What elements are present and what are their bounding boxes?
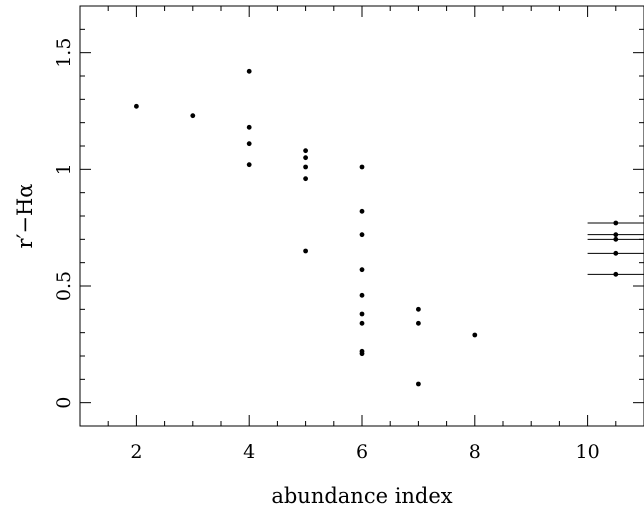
data-point (303, 148, 308, 154)
x-tick-label: 8 (469, 441, 481, 463)
data-point (472, 332, 478, 338)
data-point (613, 232, 619, 238)
data-point (303, 164, 308, 170)
x-tick-label: 10 (576, 441, 600, 463)
tick-labels: 2 4 6 8 10 0 0.5 1 1.5 (53, 38, 600, 463)
data-point (613, 220, 619, 226)
plot-frame (79, 5, 644, 427)
y-axis-label: r′−Hα (13, 184, 37, 249)
y-tick-label: 0.5 (53, 271, 75, 301)
data-point (359, 311, 365, 317)
data-point (359, 267, 365, 273)
error-bars (587, 222, 644, 275)
data-point (246, 124, 252, 130)
data-point (359, 292, 365, 298)
data-point (416, 381, 421, 387)
data-point (359, 208, 365, 214)
data-point (246, 68, 252, 74)
data-point (416, 306, 421, 312)
data-point (303, 248, 308, 254)
x-tick-label: 6 (356, 441, 368, 463)
x-axis-label: abundance index (271, 484, 452, 508)
x-tick-label: 4 (243, 441, 255, 463)
data-point (613, 250, 619, 256)
y-tick-label: 0 (53, 397, 75, 409)
data-point (613, 271, 619, 277)
data-point (246, 162, 252, 168)
data-point (134, 103, 139, 109)
data-point (613, 236, 619, 242)
data-point (246, 141, 252, 147)
data-points (134, 68, 619, 387)
data-point (190, 113, 196, 119)
y-tick-label: 1 (53, 163, 75, 175)
data-point (416, 320, 421, 326)
data-point (303, 176, 308, 182)
data-point (359, 351, 365, 357)
y-tick-label: 1.5 (53, 38, 75, 68)
data-point (303, 155, 308, 161)
axis-ticks (79, 5, 644, 427)
data-point (359, 164, 365, 170)
data-point (359, 320, 365, 326)
data-point (359, 232, 365, 238)
x-tick-label: 2 (130, 441, 142, 463)
